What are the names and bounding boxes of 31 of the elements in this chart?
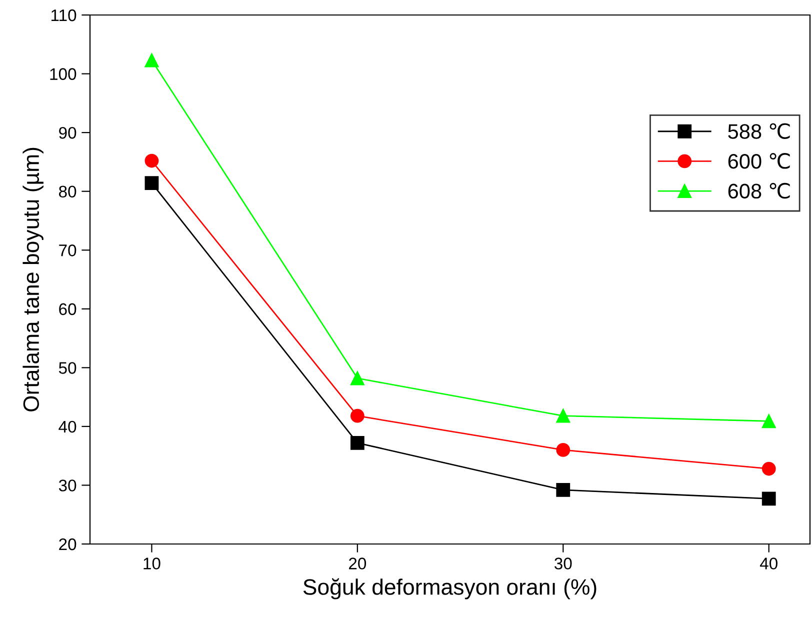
y-tick-label: 100 bbox=[50, 68, 76, 80]
y-tick-label: 80 bbox=[58, 186, 76, 198]
point bbox=[144, 176, 159, 190]
y-tick-label: 40 bbox=[58, 420, 76, 433]
legend-label: 600 ℃ bbox=[728, 153, 790, 169]
y-tick-label: 50 bbox=[58, 362, 76, 374]
legend-label: 588 ℃ bbox=[728, 123, 790, 139]
point bbox=[144, 154, 159, 168]
point bbox=[556, 408, 570, 423]
point bbox=[350, 408, 364, 423]
point bbox=[762, 462, 776, 476]
legend-label: 608 ℃ bbox=[728, 182, 790, 199]
point bbox=[762, 414, 776, 428]
y-tick-label: 30 bbox=[58, 480, 76, 492]
y-tick-label: 60 bbox=[59, 303, 76, 316]
point bbox=[556, 482, 570, 497]
y-tick-label: 20 bbox=[59, 538, 76, 550]
x-tick-label: 40 bbox=[760, 558, 778, 570]
y-tick-label: 70 bbox=[59, 244, 76, 256]
y-tick-label: 90 bbox=[59, 126, 76, 139]
x-tick-label: 20 bbox=[349, 558, 366, 570]
point bbox=[556, 443, 570, 457]
point bbox=[350, 371, 364, 386]
y-axis-title: Ortalama tane boyutu (µm) bbox=[22, 148, 44, 412]
y-tick-label: 110 bbox=[52, 9, 76, 22]
point bbox=[350, 436, 364, 450]
point bbox=[762, 492, 776, 506]
point bbox=[144, 53, 159, 68]
x-tick-label: 30 bbox=[554, 558, 572, 570]
x-tick-label: 10 bbox=[144, 558, 160, 570]
x-axis-title: Soğuk deformasyon oranı (%) bbox=[303, 578, 596, 600]
